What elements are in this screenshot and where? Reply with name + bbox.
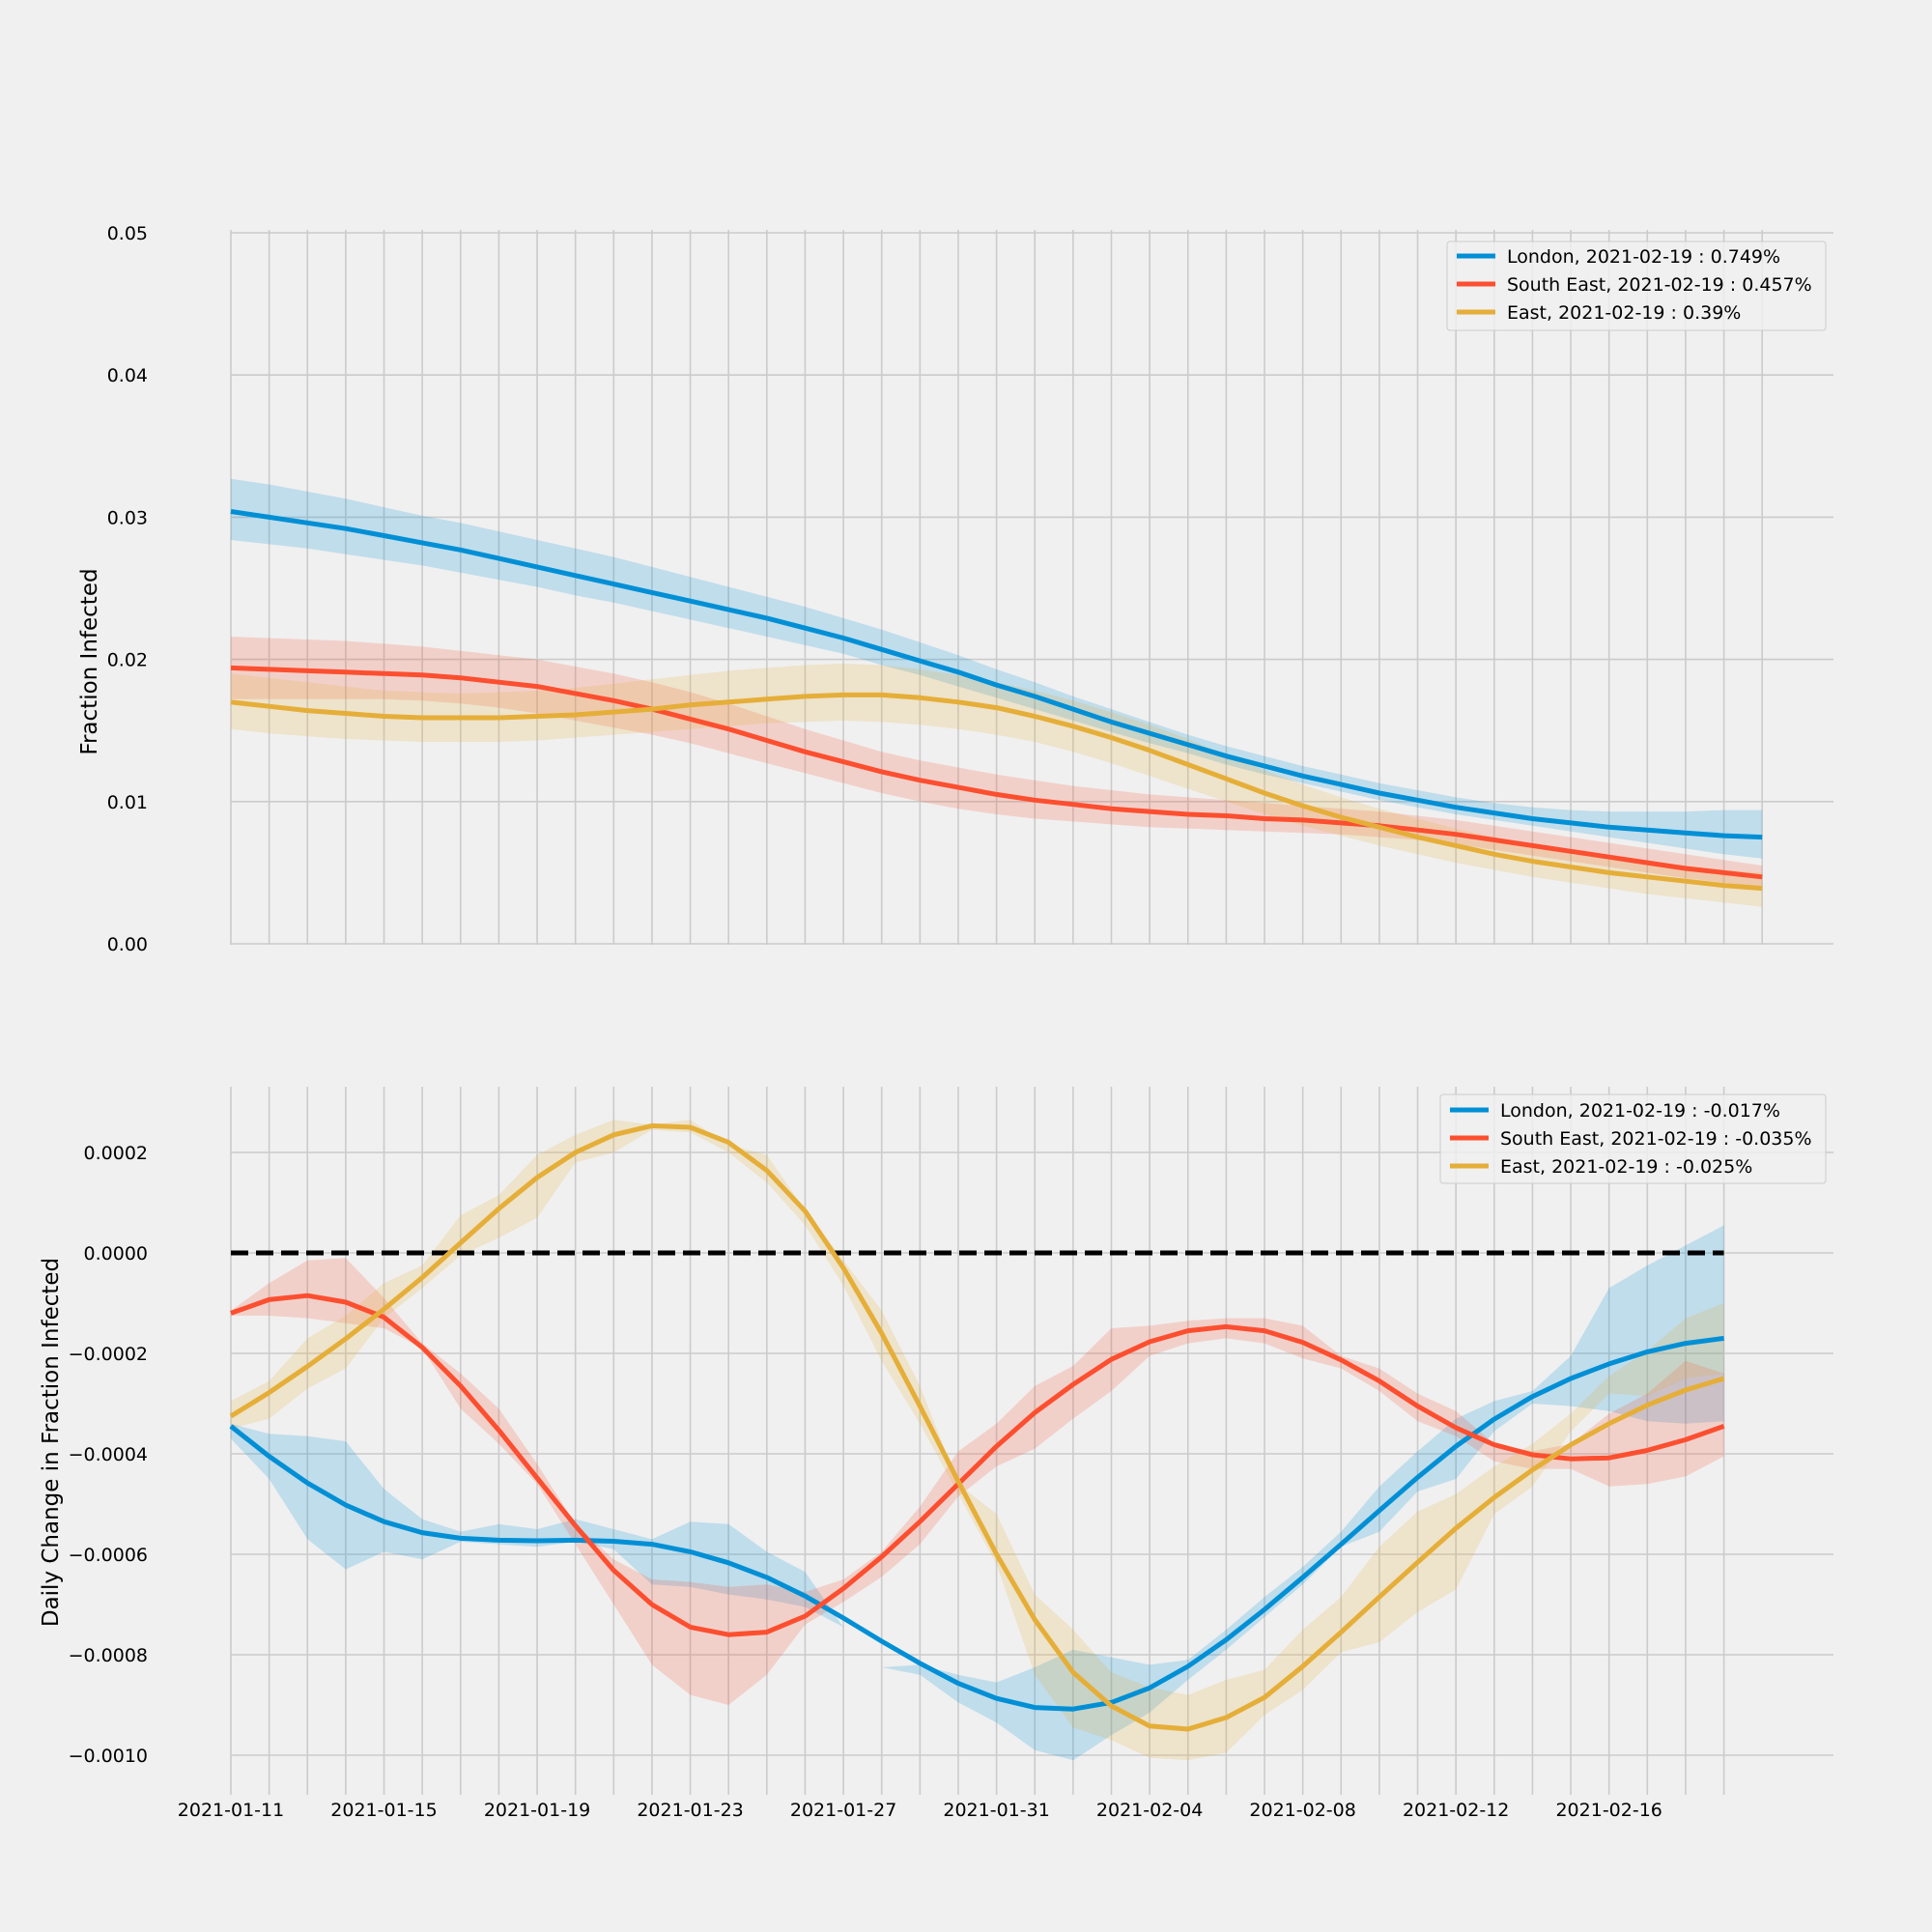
bottom-legend-label-london: London, 2021-02-19 : -0.017%: [1500, 1100, 1780, 1122]
bottom-line-south-east: [230, 1293, 1725, 1637]
top-legend-label-south-east: South East, 2021-02-19 : 0.457%: [1507, 274, 1812, 296]
bottom-y-tick-label: −0.0008: [69, 1645, 148, 1666]
bottom-x-tick-label: 2021-01-31: [943, 1800, 1049, 1821]
daily-change-panel: −0.0010 −0.0008 −0.0006 −0.0004 −0.0002 0.000…: [39, 1087, 1833, 1821]
bottom-confidence-bands: [231, 1120, 1724, 1761]
top-legend-label-east: East, 2021-02-19 : 0.39%: [1507, 302, 1741, 324]
top-y-tick-label: 0.05: [107, 223, 148, 244]
bottom-x-tick-labels: 2021-01-11 2021-01-15 2021-01-19 2021-01-23…: [178, 1800, 1662, 1821]
bottom-x-tick-label: 2021-01-19: [484, 1800, 590, 1821]
bottom-y-tick-label: −0.0004: [69, 1444, 148, 1465]
bottom-band-south-east: [231, 1258, 1724, 1705]
top-y-tick-label: 0.04: [107, 365, 148, 386]
bottom-y-tick-label: −0.0010: [69, 1746, 148, 1767]
bottom-legend-label-south-east: South East, 2021-02-19 : -0.035%: [1500, 1128, 1812, 1150]
bottom-y-tick-label: 0.0000: [84, 1243, 148, 1264]
top-y-tick-label: 0.02: [107, 650, 148, 671]
bottom-x-tick-label: 2021-01-11: [178, 1800, 284, 1821]
top-y-tick-label: 0.00: [107, 934, 148, 955]
top-series-lines: [230, 509, 1763, 892]
bottom-line-east: [229, 1122, 1725, 1732]
top-line-south-east: [230, 665, 1763, 880]
bottom-series-lines: [229, 1122, 1725, 1732]
top-band-london: [231, 478, 1763, 859]
top-y-tick-labels: 0.00 0.01 0.02 0.03 0.04 0.05: [107, 223, 148, 955]
top-legend-box: [1446, 241, 1827, 331]
bottom-x-tick-label: 2021-02-16: [1555, 1800, 1662, 1821]
top-legend: London, 2021-02-19 : 0.749% South East, …: [1446, 241, 1827, 331]
bottom-band-east: [231, 1120, 1724, 1761]
top-y-axis-label: Fraction Infected: [77, 568, 102, 754]
bottom-y-tick-label: −0.0002: [69, 1344, 148, 1365]
top-grid: [230, 230, 1833, 945]
bottom-x-tick-label: 2021-01-23: [637, 1800, 743, 1821]
bottom-y-tick-labels: −0.0010 −0.0008 −0.0006 −0.0004 −0.0002 0.000…: [69, 1143, 148, 1767]
top-y-tick-label: 0.03: [107, 507, 148, 528]
bottom-y-tick-label: 0.0002: [84, 1143, 148, 1164]
bottom-legend-box: [1439, 1094, 1827, 1184]
bottom-x-tick-label: 2021-02-04: [1096, 1800, 1203, 1821]
bottom-x-tick-label: 2021-01-15: [330, 1800, 437, 1821]
bottom-x-tick-label: 2021-02-08: [1249, 1800, 1355, 1821]
top-line-london: [230, 509, 1763, 840]
bottom-legend-label-east: East, 2021-02-19 : -0.025%: [1500, 1156, 1752, 1178]
bottom-y-tick-label: −0.0006: [69, 1545, 148, 1566]
top-band-east: [231, 664, 1763, 907]
bottom-legend: London, 2021-02-19 : -0.017% South East,…: [1439, 1094, 1827, 1184]
top-line-east: [230, 692, 1763, 892]
bottom-x-tick-label: 2021-02-12: [1403, 1800, 1509, 1821]
bottom-x-tick-label: 2021-01-27: [790, 1800, 896, 1821]
bottom-y-axis-label: Daily Change in Fraction Infected: [39, 1258, 64, 1627]
fraction-infected-panel: 0.00 0.01 0.02 0.03 0.04 0.05 Fraction Infect…: [77, 223, 1833, 955]
top-y-tick-label: 0.01: [107, 792, 148, 813]
bottom-line-london: [229, 1335, 1724, 1712]
top-legend-label-london: London, 2021-02-19 : 0.749%: [1507, 246, 1780, 268]
